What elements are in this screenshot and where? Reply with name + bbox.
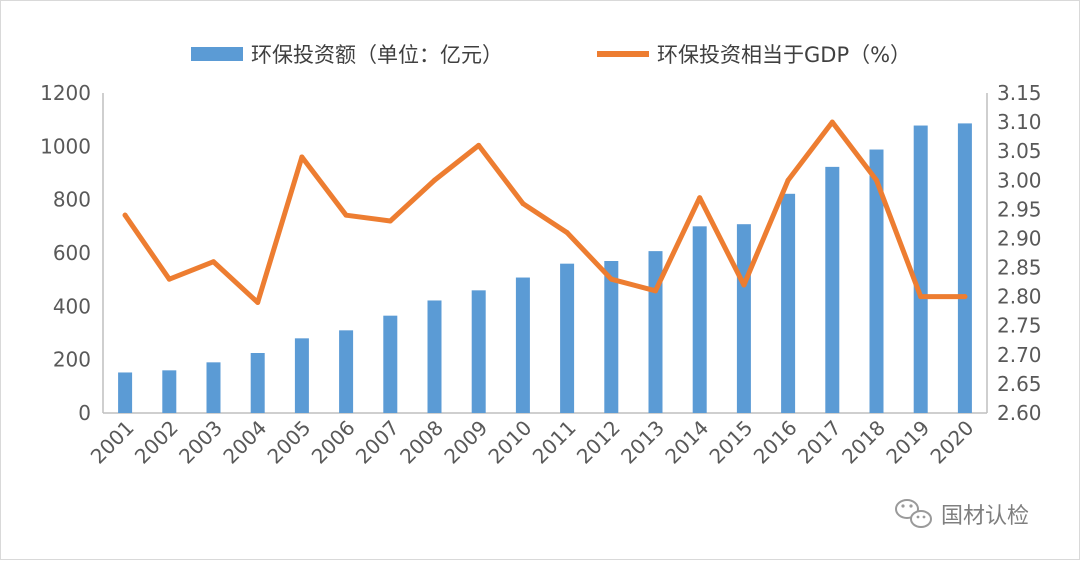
- right-tick-label: 2.95: [997, 197, 1042, 221]
- point-2014: [697, 195, 703, 201]
- right-tick-label: 3.15: [997, 81, 1042, 105]
- point-2011: [564, 230, 570, 236]
- left-tick-label: 600: [53, 241, 91, 265]
- wechat-icon: [895, 499, 932, 528]
- point-2015: [741, 282, 747, 288]
- x-tick-label: 2019: [881, 416, 934, 469]
- left-tick-label: 200: [53, 348, 91, 372]
- x-tick-label: 2015: [704, 416, 757, 469]
- bar-2002: [162, 370, 177, 413]
- bar-2003: [206, 362, 221, 413]
- x-tick-label: 2009: [439, 416, 492, 469]
- point-2012: [608, 276, 614, 282]
- bar-2001: [118, 372, 133, 413]
- point-2019: [918, 294, 924, 300]
- x-tick-label: 2005: [262, 416, 315, 469]
- x-tick-label: 2013: [616, 416, 669, 469]
- point-2020: [962, 294, 968, 300]
- x-tick-label: 2012: [572, 416, 625, 469]
- right-tick-label: 3.05: [997, 139, 1042, 163]
- legend-swatch-investment: [191, 47, 243, 61]
- bar-2019: [913, 125, 928, 414]
- right-tick-label: 2.60: [997, 401, 1042, 425]
- x-tick-label: 2018: [837, 416, 890, 469]
- x-axis-ticks: 2001200220032004200520062007200820092010…: [86, 416, 979, 469]
- axes: [102, 93, 988, 414]
- bar-2014: [692, 226, 707, 413]
- line-gdp-ratio: [122, 119, 968, 305]
- legend-label-gdp-ratio: 环保投资相当于GDP（%）: [657, 43, 911, 67]
- bar-2010: [515, 277, 530, 413]
- point-2007: [387, 218, 393, 224]
- point-2009: [476, 142, 482, 148]
- x-tick-label: 2001: [86, 416, 139, 469]
- bar-2017: [825, 166, 840, 413]
- right-tick-label: 2.90: [997, 226, 1042, 250]
- x-tick-label: 2016: [749, 416, 802, 469]
- bar-2016: [781, 193, 796, 413]
- bar-2007: [383, 315, 398, 413]
- x-tick-label: 2006: [307, 416, 360, 469]
- point-2001: [122, 212, 128, 218]
- left-tick-label: 400: [53, 294, 91, 318]
- x-tick-label: 2014: [660, 416, 713, 469]
- left-tick-label: 1200: [40, 81, 91, 105]
- right-axis-ticks: 2.60 2.65 2.70 2.75 2.80 2.85 2.90 2.95 3.00 3.05…: [997, 81, 1042, 425]
- point-2002: [166, 276, 172, 282]
- x-tick-label: 2004: [218, 416, 271, 469]
- left-tick-label: 1000: [40, 134, 91, 158]
- bar-2020: [957, 123, 972, 414]
- point-2005: [299, 154, 305, 160]
- legend: 环保投资额（单位：亿元） 环保投资相当于GDP（%）: [191, 43, 911, 67]
- bar-2005: [294, 338, 309, 413]
- point-2008: [432, 177, 437, 183]
- x-tick-label: 2007: [351, 416, 404, 469]
- right-tick-label: 2.80: [997, 285, 1042, 309]
- point-2003: [211, 259, 216, 265]
- left-tick-label: 0: [78, 401, 91, 425]
- right-tick-label: 2.75: [997, 314, 1042, 338]
- bar-2018: [869, 149, 884, 414]
- right-tick-label: 2.70: [997, 343, 1042, 367]
- watermark-text: 国材认检: [941, 504, 1029, 529]
- point-2010: [520, 201, 526, 207]
- point-2004: [255, 299, 261, 305]
- point-2017: [829, 119, 835, 125]
- right-tick-label: 2.65: [997, 372, 1042, 396]
- right-tick-label: 2.85: [997, 256, 1042, 280]
- watermark: 国材认检: [895, 499, 1029, 529]
- x-tick-label: 2020: [925, 416, 978, 469]
- point-2006: [343, 212, 349, 218]
- bar-2011: [560, 263, 575, 413]
- left-axis-ticks: 0 200 400 600 800 1000 1200: [40, 81, 91, 425]
- point-2018: [874, 177, 879, 183]
- bar-2015: [736, 224, 751, 413]
- bar-2006: [339, 330, 354, 413]
- bar-series: [118, 123, 972, 414]
- bar-2012: [604, 261, 619, 413]
- x-tick-label: 2017: [793, 416, 846, 469]
- legend-label-investment: 环保投资额（单位：亿元）: [251, 43, 503, 67]
- x-tick-label: 2011: [528, 416, 581, 469]
- x-tick-label: 2003: [174, 416, 227, 469]
- right-tick-label: 3.10: [997, 110, 1042, 134]
- right-tick-label: 3.00: [997, 168, 1042, 192]
- bar-2009: [471, 290, 486, 413]
- x-tick-label: 2010: [483, 416, 536, 469]
- line-series: [122, 119, 968, 305]
- x-tick-label: 2002: [130, 416, 183, 469]
- left-tick-label: 800: [53, 188, 91, 212]
- bar-2008: [427, 300, 442, 413]
- point-2013: [653, 288, 658, 294]
- point-2016: [785, 177, 791, 183]
- x-tick-label: 2008: [395, 416, 448, 469]
- bar-2004: [250, 353, 265, 413]
